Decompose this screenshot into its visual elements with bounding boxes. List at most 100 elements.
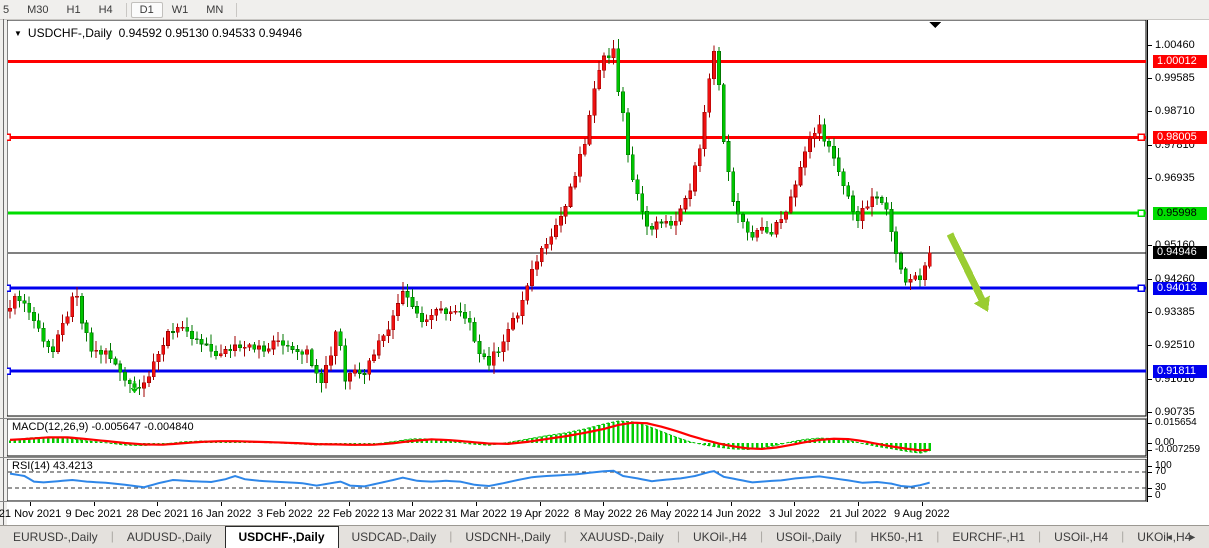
time-axis-tick: [348, 502, 350, 506]
timeframe-button-5[interactable]: 5: [3, 3, 10, 16]
axis-tick: [1148, 244, 1152, 246]
time-axis-tick: [667, 502, 668, 506]
time-axis-tick: [794, 502, 796, 506]
timeframe-button-d1[interactable]: D1: [130, 1, 163, 18]
axis-tick: [1148, 44, 1152, 46]
date-label: 26 May 2022: [635, 508, 699, 520]
tab-separator: |: [759, 529, 764, 543]
timeframe-button-h1[interactable]: H1: [66, 3, 81, 16]
chart-tab-bar: EURUSD-,Daily | AUDUSD-,Daily USDCHF-,Daily…: [0, 525, 1209, 548]
chart-dropdown-icon[interactable]: ▼: [14, 29, 22, 38]
chart-shift-marker-icon: [929, 22, 941, 28]
axis-tick: [1148, 77, 1152, 79]
axis-tick: [1148, 488, 1152, 489]
tab-separator: |: [563, 529, 567, 543]
tab-separator: |: [1038, 529, 1042, 543]
panel-separator[interactable]: [0, 457, 1209, 458]
time-axis-tick: [93, 502, 95, 506]
panel-separator[interactable]: [0, 501, 1209, 502]
date-label: 3 Feb 2022: [256, 508, 313, 520]
date-label: 28 Dec 2021: [126, 508, 189, 520]
time-axis-tick: [30, 502, 31, 506]
symbol-tab-usdchf-daily[interactable]: USDCHF-,Daily: [224, 526, 339, 548]
price-tick-label: 1.00460: [1155, 38, 1195, 51]
time-axis-tick: [475, 502, 477, 506]
price-tick-label: 0.96935: [1155, 171, 1195, 184]
time-axis[interactable]: 21 Nov 2021 9 Dec 2021 28 Dec 2021 16 Jan 2…: [0, 502, 1148, 525]
symbol-tab-eurchf-h1[interactable]: EURCHF-,H1: [952, 530, 1026, 544]
date-label: 13 Mar 2022: [381, 508, 444, 520]
symbol-tab-usdcad-daily[interactable]: USDCAD-,Daily: [351, 530, 437, 544]
date-label: 21 Nov 2021: [0, 508, 62, 520]
tab-separator: |: [1121, 529, 1125, 543]
axis-tick: [1148, 423, 1152, 424]
tab-separator: |: [449, 529, 453, 543]
timeframe-button-h4[interactable]: H4: [98, 3, 113, 16]
time-axis-tick: [284, 502, 286, 506]
chart-ohlc-values: 0.94592 0.95130 0.94533 0.94946: [118, 26, 303, 40]
price-level-badge: 0.95998: [1153, 206, 1207, 220]
date-label: 9 Aug 2022: [893, 508, 950, 520]
indicator-scale-label: 0: [1155, 490, 1161, 501]
axis-tick: [1148, 110, 1152, 112]
symbol-tab-usdcnh-daily[interactable]: USDCNH-,Daily: [465, 530, 551, 544]
date-label: 14 Jun 2022: [700, 508, 761, 520]
symbol-tab-eurusd-daily[interactable]: EURUSD-,Daily: [13, 530, 98, 544]
price-level-badge: 1.00012: [1153, 55, 1207, 69]
tab-scroll-arrows[interactable]: ◄ ►: [1164, 532, 1203, 542]
symbol-tab-audusd-daily[interactable]: AUDUSD-,Daily: [126, 530, 212, 544]
price-level-badge: 0.98005: [1153, 130, 1207, 144]
symbol-tab-ukoil-h4[interactable]: UKOil-,H4: [1137, 530, 1192, 544]
tab-separator: |: [936, 529, 940, 543]
indicator-scale-label: 100: [1155, 460, 1172, 471]
indicator-scale-label: -0.007259: [1155, 444, 1201, 455]
big-down-arrow-annotation[interactable]: [946, 232, 990, 312]
axis-tick: [1148, 378, 1152, 380]
timeframe-toolbar: 5 M30 H1 H4 D1 W1 MN: [0, 0, 1209, 20]
indicator-scale-label: 30: [1155, 482, 1167, 493]
date-label: 22 Feb 2022: [317, 508, 380, 520]
axis-tick: [1148, 177, 1152, 179]
panel-separator[interactable]: [0, 418, 1209, 419]
macd-indicator-panel[interactable]: [7, 419, 1147, 457]
time-axis-tick: [221, 502, 223, 506]
price-level-badge: 0.94013: [1153, 281, 1207, 295]
symbol-tab-xauusd-daily[interactable]: XAUUSD-,Daily: [579, 530, 664, 544]
tab-separator: |: [110, 529, 114, 543]
rsi-indicator-panel[interactable]: [7, 459, 1147, 502]
time-axis-tick: [539, 502, 541, 506]
toolbar-separator: [236, 2, 238, 17]
symbol-tab-usoil-h4[interactable]: USOil-,H4: [1054, 530, 1109, 544]
date-label: 31 Mar 2022: [445, 508, 507, 520]
window-left-border: [3, 19, 4, 525]
rsi-label: RSI(14) 43.4213: [12, 460, 93, 472]
symbol-tab-hk50-h1[interactable]: HK50-,H1: [870, 530, 924, 544]
symbol-tab-usoil-daily[interactable]: USOil-,Daily: [776, 530, 842, 544]
date-label: 19 Apr 2022: [509, 508, 570, 520]
macd-label: MACD(12,26,9) -0.005647 -0.004840: [12, 421, 194, 433]
timeframe-button-w1[interactable]: W1: [171, 3, 189, 16]
date-label: 8 May 2022: [574, 508, 633, 520]
timeframe-button-m30[interactable]: M30: [27, 3, 49, 16]
axis-tick: [1148, 311, 1152, 313]
date-label: 16 Jan 2022: [190, 508, 252, 520]
date-label: 9 Dec 2021: [65, 508, 122, 520]
symbol-tab-ukoil-h4[interactable]: UKOil-,H4: [692, 530, 747, 544]
axis-tick: [1148, 278, 1152, 280]
time-axis-tick: [157, 502, 159, 506]
arrow-down-marker-icon[interactable]: [130, 381, 139, 394]
price-tick-label: 0.93385: [1155, 305, 1195, 318]
date-label: 21 Jul 2022: [829, 508, 887, 520]
time-axis-tick: [858, 502, 860, 506]
axis-tick: [1148, 443, 1152, 444]
timeframe-button-mn[interactable]: MN: [206, 3, 224, 16]
axis-tick: [1148, 450, 1152, 451]
chart-title: ▼ USDCHF-,Daily 0.94592 0.95130 0.94533 0…: [14, 26, 302, 40]
price-axis[interactable]: 1.00460 0.99585 0.98710 0.97810 0.96935 0.951…: [1148, 20, 1209, 525]
time-axis-tick: [730, 502, 732, 506]
main-price-chart[interactable]: [7, 20, 1147, 417]
price-level-badge: 0.91811: [1153, 364, 1207, 378]
price-tick-label: 0.90735: [1155, 405, 1195, 418]
date-label: 3 Jul 2022: [769, 508, 820, 520]
